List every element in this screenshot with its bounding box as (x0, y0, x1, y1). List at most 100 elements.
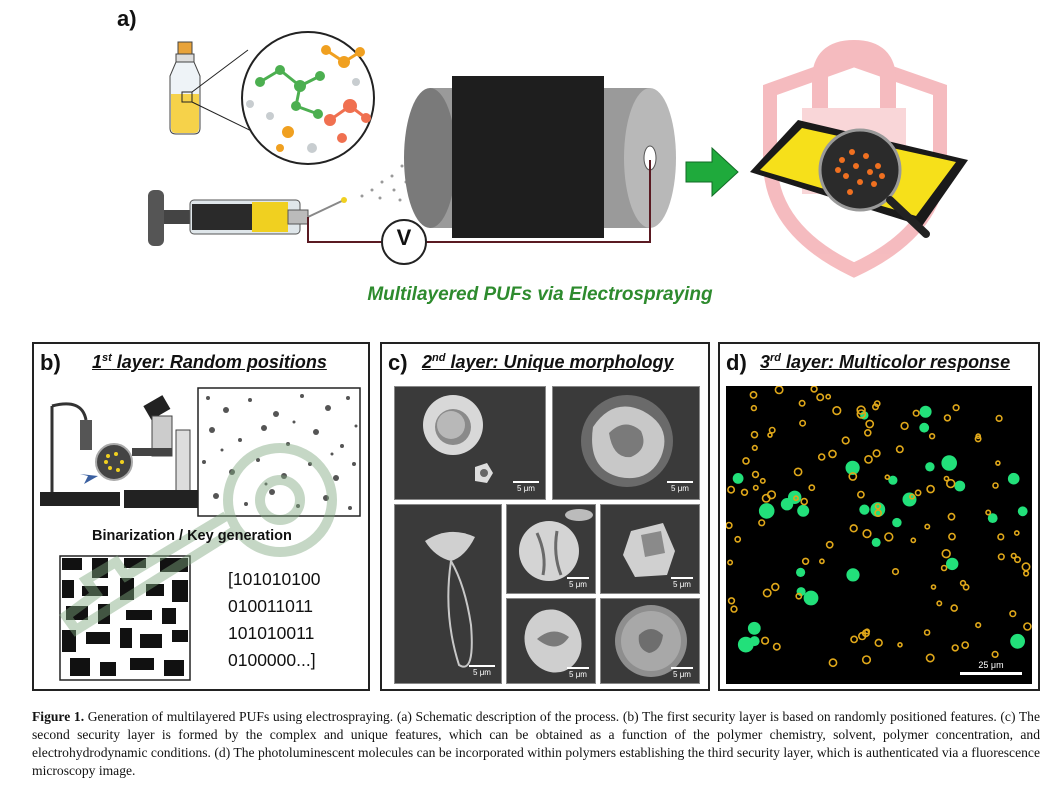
yellow-particle (995, 460, 1001, 466)
yellow-particle (762, 588, 772, 598)
green-particle (941, 455, 957, 471)
green-particle (954, 480, 966, 492)
yellow-particle (1013, 556, 1021, 564)
random-particles (202, 394, 358, 510)
yellow-particle (800, 497, 808, 506)
fluorescence-particles (726, 386, 1032, 668)
panel-b-letter: b) (40, 350, 61, 375)
yellow-particle (749, 390, 758, 399)
yellow-particle (1009, 610, 1017, 618)
yellow-particle (768, 426, 776, 434)
yellow-particle (926, 484, 935, 494)
key-line: 101010011 (228, 623, 315, 643)
green-particle (846, 568, 860, 582)
yellow-particle (991, 650, 999, 659)
green-particle (747, 621, 761, 635)
yellow-particle (750, 430, 759, 439)
yellow-particle (1010, 552, 1017, 559)
green-particle (749, 636, 760, 647)
scale-bar: 5 μm (567, 577, 589, 589)
panel-d-letter: d) (726, 350, 747, 375)
yellow-particle (900, 421, 909, 431)
yellow-particle (751, 470, 760, 479)
yellow-particle (1013, 530, 1020, 536)
panel-a-subtitle: Multilayered PUFs via Electrospraying (367, 284, 713, 305)
yellow-particle (992, 482, 999, 489)
yellow-particle (734, 535, 742, 543)
yellow-particle (795, 592, 803, 600)
sem-image: 5 μm (394, 386, 546, 500)
yellow-particle (943, 414, 952, 422)
yellow-particle (930, 584, 937, 590)
scale-bar: 5 μm (667, 481, 693, 493)
yellow-particle (771, 582, 780, 592)
yellow-particle (850, 635, 859, 644)
caption-label: Figure 1. (32, 709, 85, 724)
yellow-particle (740, 488, 749, 497)
syringe-icon (148, 190, 347, 246)
yellow-particle (759, 477, 766, 484)
yellow-particle (1023, 570, 1030, 577)
green-particle (1010, 633, 1025, 649)
panel-b-title: 1st layer: Random positions (92, 352, 327, 372)
yellow-particle (752, 484, 759, 491)
vial-icon (169, 41, 201, 135)
green-particle (845, 460, 860, 475)
yellow-particle (865, 419, 875, 429)
yellow-particle (856, 405, 866, 415)
yellow-particle (961, 641, 970, 649)
yellow-particle (891, 568, 900, 576)
yellow-particle (730, 605, 738, 613)
key-line: 0100000...] (228, 650, 316, 670)
fluorescence-image: 25 μm (726, 386, 1032, 684)
yellow-particle (828, 658, 838, 668)
panel-b-figure (40, 387, 361, 681)
yellow-particle (864, 628, 871, 635)
yellow-particle (946, 478, 956, 489)
panel-a-letter: a) (117, 6, 137, 31)
yellow-particle (856, 409, 867, 419)
yellow-particle (858, 631, 867, 641)
yellow-particle (1021, 562, 1031, 572)
yellow-particle (841, 436, 850, 445)
yellow-particle (817, 453, 826, 461)
yellow-particle (936, 600, 943, 607)
yellow-particle (848, 472, 858, 481)
yellow-particle (864, 455, 873, 464)
yellow-particle (897, 641, 903, 648)
yellow-particle (975, 622, 982, 629)
green-particle (803, 590, 819, 606)
yellow-particle (884, 474, 891, 480)
yellow-particle (943, 475, 950, 482)
yellow-particle (950, 604, 958, 612)
key-bits: [101010100 010011011 101010011 0100000...] (228, 566, 320, 674)
green-particle (987, 513, 998, 523)
panel-a-schematic (148, 31, 968, 278)
yellow-particle (914, 489, 922, 497)
yellow-particle (948, 532, 956, 541)
yellow-particle (726, 521, 733, 530)
yellow-particle (923, 629, 931, 636)
yellow-particle (874, 503, 882, 510)
green-particle (871, 537, 881, 547)
binarization-label: Binarization / Key generation (92, 528, 292, 544)
sem-image: 5 μm (506, 598, 596, 684)
yellow-particle (849, 524, 858, 533)
yellow-particle (832, 406, 842, 416)
yellow-particle (940, 564, 948, 572)
scale-bar: 5 μm (469, 665, 495, 677)
yellow-particle (962, 583, 970, 591)
voltage-label: V (396, 225, 412, 250)
yellow-particle (997, 533, 1005, 541)
yellow-particle (862, 529, 872, 539)
yellow-particle (947, 512, 956, 521)
key-line: 010011011 (228, 596, 313, 616)
yellow-particle (825, 393, 832, 400)
scale-bar: 25 μm (960, 660, 1022, 676)
binary-key-matrix (62, 558, 188, 676)
yellow-particle (884, 532, 894, 542)
sem-image: 5 μm (506, 504, 596, 594)
yellow-particle (872, 403, 880, 411)
yellow-particle (872, 449, 881, 458)
green-particle (919, 405, 932, 418)
